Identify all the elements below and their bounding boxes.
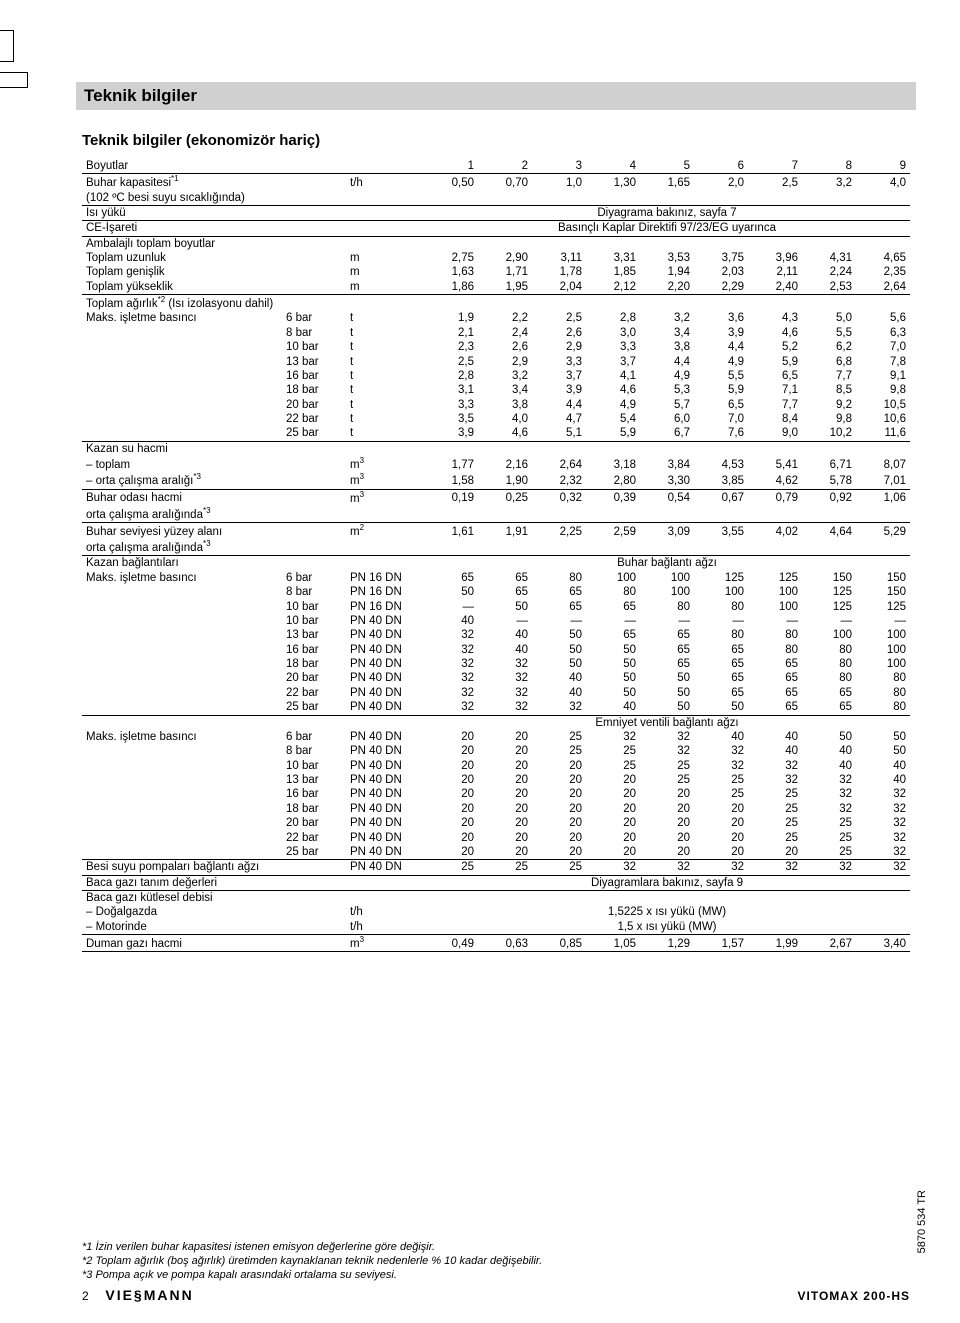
footnote-1: *1 İzin verilen buhar kapasitesi istenen… <box>82 1241 910 1253</box>
footnote-3: *3 Pompa açık ve pompa kapalı arasındaki… <box>82 1269 910 1281</box>
product-name: VITOMAX 200-HS <box>798 1289 910 1303</box>
document-number: 5870 534 TR <box>916 1190 928 1253</box>
crop-marks <box>0 0 30 1323</box>
page-footer: 2 VIE§MANN VITOMAX 200-HS <box>82 1287 910 1303</box>
section-subtitle: Teknik bilgiler (ekonomizör hariç) <box>82 132 910 149</box>
brand-logo: VIE§MANN <box>105 1287 193 1303</box>
footnotes: *1 İzin verilen buhar kapasitesi istenen… <box>82 1239 910 1283</box>
footnote-2: *2 Toplam ağırlık (boş ağırlık) üretimde… <box>82 1255 910 1267</box>
page-title-bar: Teknik bilgiler <box>76 82 916 110</box>
tech-data-table: Boyutlar123456789Buhar kapasitesi*1t/h0,… <box>82 159 910 952</box>
page-number: 2 <box>82 1289 89 1303</box>
